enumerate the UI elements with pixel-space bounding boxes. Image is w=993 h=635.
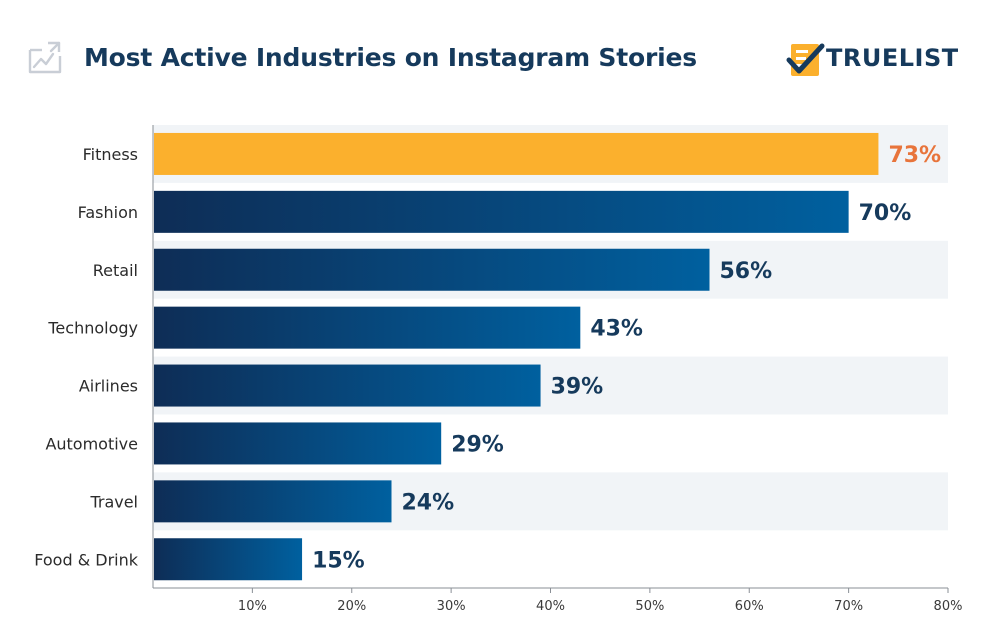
x-tick-label: 20% [337, 599, 366, 614]
value-label: 15% [312, 548, 365, 573]
x-tick-label: 80% [934, 599, 963, 614]
chart-title: Most Active Industries on Instagram Stor… [84, 43, 697, 72]
bar-fashion[interactable] [154, 190, 849, 233]
bar-fitness[interactable] [154, 132, 879, 175]
x-tick-label: 40% [536, 599, 565, 614]
brand-logo[interactable]: TRUELIST [786, 40, 976, 80]
brand-name: TRUELIST [826, 44, 959, 72]
x-tick-label: 30% [437, 599, 466, 614]
bar-food-drink[interactable] [154, 538, 303, 581]
category-label: Technology [47, 319, 138, 338]
value-label: 29% [451, 432, 504, 457]
bars-group [154, 132, 879, 581]
x-tick-label: 10% [238, 599, 267, 614]
category-label: Travel [89, 492, 138, 511]
category-label: Automotive [45, 434, 138, 453]
bar-travel[interactable] [154, 480, 392, 523]
x-tick-label: 60% [735, 599, 764, 614]
chart-header: Most Active Industries on Instagram Stor… [0, 0, 993, 110]
axes-group: 10% 20% 30% 40% 50% 60% 70% 80% [152, 125, 963, 614]
value-label: 70% [859, 201, 912, 226]
value-label: 24% [402, 490, 455, 515]
value-label: 73% [888, 143, 941, 168]
x-tick-label: 70% [834, 599, 863, 614]
category-label: Food & Drink [34, 550, 139, 569]
category-label: Retail [93, 261, 138, 280]
category-label: Airlines [79, 377, 138, 396]
value-label: 56% [720, 259, 773, 284]
bar-automotive[interactable] [154, 422, 442, 465]
value-label: 43% [590, 317, 643, 342]
value-label: 39% [551, 375, 604, 400]
x-tick-label: 50% [635, 599, 664, 614]
bar-technology[interactable] [154, 306, 581, 349]
chart-image-icon [28, 41, 62, 74]
bar-airlines[interactable] [154, 364, 541, 407]
category-label: Fitness [83, 145, 138, 164]
labels-group: Fitness 73% Fashion 70% Retail 56% Technology 4… [34, 143, 941, 573]
category-label: Fashion [78, 203, 138, 222]
bar-retail[interactable] [154, 248, 710, 291]
checklist-logo-icon [786, 43, 825, 76]
